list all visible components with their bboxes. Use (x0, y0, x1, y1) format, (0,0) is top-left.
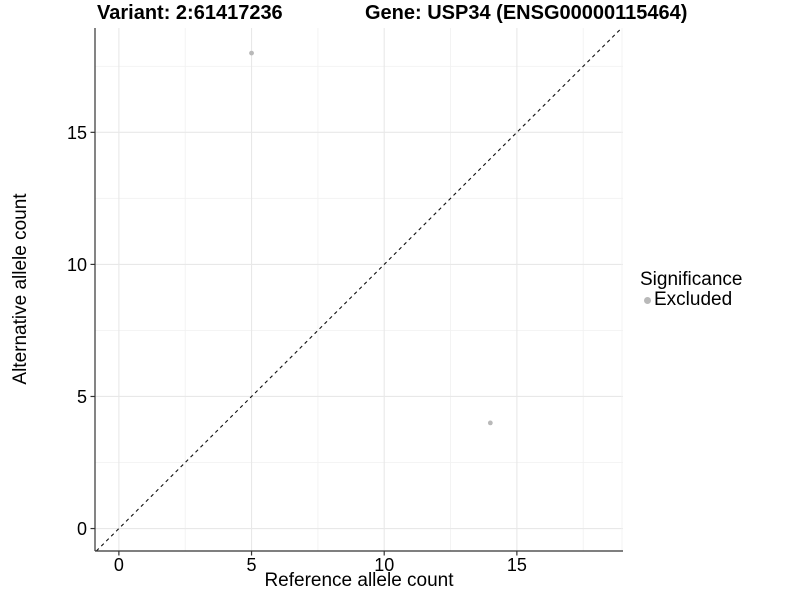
data-point (249, 50, 254, 56)
excluded-point-icon (643, 296, 651, 304)
legend-key (640, 293, 654, 307)
gene-title: Gene: USP34 (ENSG00000115464) (365, 2, 688, 24)
legend-title: Significance (640, 269, 743, 290)
legend-item-excluded: Excluded (640, 289, 742, 310)
y-tick-label: 15 (67, 123, 87, 143)
y-tick-label: 10 (67, 255, 87, 275)
legend: Significance Excluded (640, 269, 742, 310)
y-axis-title: Alternative allele count (10, 193, 31, 385)
x-tick-label: 0 (114, 555, 124, 575)
identity-dashed-line (95, 27, 623, 552)
x-tick-label: 10 (374, 555, 394, 575)
x-axis-title: Reference allele count (264, 570, 454, 591)
variant-title: Variant: 2:61417236 (97, 2, 283, 24)
y-tick-label: 5 (77, 387, 87, 407)
legend-item-label: Excluded (654, 289, 733, 310)
data-point (487, 420, 493, 426)
x-tick-label: 15 (507, 555, 527, 575)
y-tick-label: 0 (77, 519, 87, 539)
x-tick-label: 5 (247, 555, 257, 575)
